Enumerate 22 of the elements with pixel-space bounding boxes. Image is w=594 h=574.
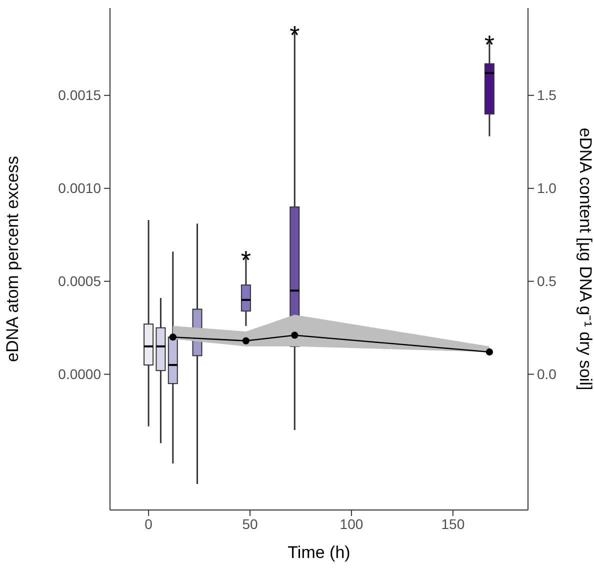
y2-tick-label: 0.5 bbox=[537, 272, 557, 289]
y-tick-label: 0.0005 bbox=[58, 272, 102, 289]
annotation: * bbox=[290, 20, 300, 50]
annotation: * bbox=[240, 245, 252, 276]
y2-tick-label: 1.5 bbox=[537, 86, 557, 103]
point bbox=[242, 337, 250, 344]
x-tick-label: 0 bbox=[144, 516, 153, 532]
y2-axis-title: eDNA content [µg DNA g⁻¹ dry soil] bbox=[576, 128, 594, 390]
point bbox=[486, 348, 494, 356]
x-tick-label: 150 bbox=[441, 516, 465, 532]
point bbox=[291, 332, 298, 339]
y-tick-label: 0.0000 bbox=[58, 366, 102, 382]
x-tick-label: 50 bbox=[242, 516, 258, 532]
y-tick-label: 0.0015 bbox=[58, 86, 102, 103]
point bbox=[169, 334, 176, 341]
x-axis-title: Time (h) bbox=[288, 543, 350, 562]
y-axis-title: eDNA atom percent excess bbox=[3, 156, 22, 362]
y2-tick-label: 0.0 bbox=[537, 366, 557, 382]
annotation: * bbox=[484, 29, 495, 60]
x-tick-label: 100 bbox=[340, 516, 364, 532]
y2-tick-label: 1.0 bbox=[537, 180, 557, 196]
y-tick-label: 0.0010 bbox=[58, 180, 102, 196]
